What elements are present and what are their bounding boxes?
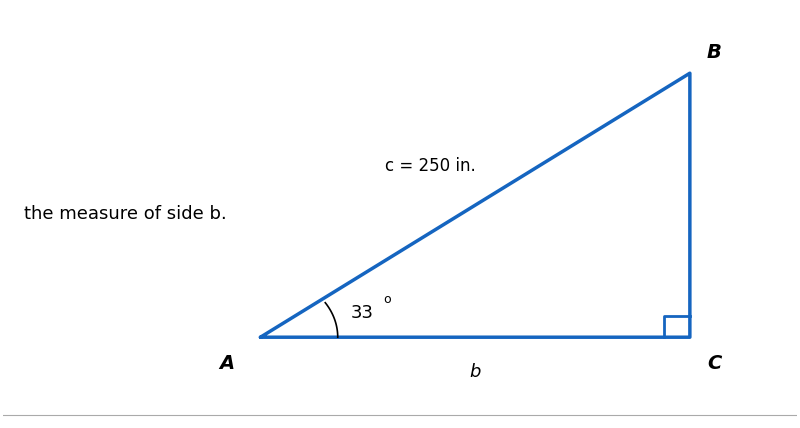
Text: b: b — [470, 363, 481, 380]
Text: B: B — [707, 43, 722, 62]
Text: the measure of side b.: the measure of side b. — [24, 205, 227, 223]
Text: o: o — [383, 293, 390, 306]
Text: C: C — [707, 354, 722, 373]
Text: 33: 33 — [350, 303, 374, 321]
Text: c = 250 in.: c = 250 in. — [385, 157, 476, 175]
Text: A: A — [219, 354, 234, 373]
